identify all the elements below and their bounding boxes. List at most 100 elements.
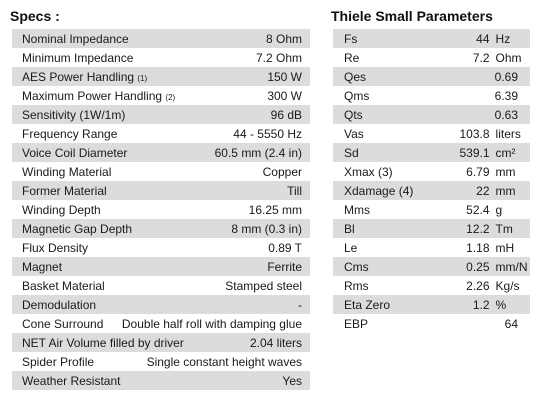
spec-row: Winding Depth 16.25 mm (12, 200, 310, 219)
spec-label: Spider Profile (12, 355, 147, 369)
spec-row: Former Material Till (12, 181, 310, 200)
ts-row: Bl 12.2 Tm (333, 219, 530, 238)
spec-label: Flux Density (12, 241, 268, 255)
spec-value: 44 - 5550 Hz (233, 126, 302, 141)
spec-label-text: Cone Surround (22, 316, 104, 331)
spec-value: Double half roll with damping glue (121, 316, 302, 331)
spec-value: - (298, 297, 302, 312)
spec-value: 0.89 T (268, 240, 302, 255)
ts-value: 1.2 (472, 297, 490, 312)
ts-value: 6.79 (466, 164, 490, 179)
ts-unit: mm (495, 164, 516, 179)
ts-label: Re (344, 50, 360, 65)
ts-row: Mms 52.4 g (333, 200, 530, 219)
specs-table: Nominal Impedance 8 Ohm Minimum Impedance 7… (12, 29, 310, 390)
spec-value: 8 mm (0.3 in) (231, 221, 302, 236)
spec-row: Demodulation - (12, 295, 310, 314)
ts-label: Bl (344, 221, 355, 236)
ts-row: Sd 539.1 cm² (333, 143, 530, 162)
spec-label-text: Winding Material (22, 164, 112, 179)
ts-unit: g (495, 202, 503, 217)
spec-label-text: Basket Material (22, 278, 105, 293)
ts-row: Re 7.2 Ohm (333, 48, 530, 67)
spec-value: 300 W (267, 88, 302, 103)
spec-value: 2.04 liters (249, 335, 302, 350)
spec-value: Copper (262, 164, 302, 179)
spec-label: Winding Material (12, 165, 263, 179)
ts-label: EBP (344, 316, 369, 331)
ts-row: Xdamage (4) 22 mm (333, 181, 530, 200)
ts-row: Eta Zero 1.2% (333, 295, 530, 314)
ts-label: Xdamage (4) (344, 183, 414, 198)
spec-label: Cone Surround (12, 317, 122, 331)
spec-label: Former Material (12, 184, 287, 198)
spec-row: Sensitivity (1W/1m) 96 dB (12, 105, 310, 124)
spec-row: Flux Density 0.89 T (12, 238, 310, 257)
spec-label-text: Maximum Power Handling (22, 88, 163, 103)
ts-unit: Tm (495, 221, 513, 236)
spec-label-text: Weather Resistant (22, 373, 121, 388)
spec-row: Basket Material Stamped steel (12, 276, 310, 295)
spec-label: Voice Coil Diameter (12, 146, 215, 160)
spec-footnote: (1) (137, 73, 148, 83)
ts-unit: mH (495, 240, 515, 255)
spec-row: Minimum Impedance 7.2 Ohm (12, 48, 310, 67)
spec-label: Winding Depth (12, 203, 249, 217)
spec-label: NET Air Volume filled by driver (12, 336, 250, 350)
spec-value: Till (287, 183, 302, 198)
ts-value: 539.1 (459, 145, 490, 160)
ts-row: Vas 103.8 liters (333, 124, 530, 143)
spec-value: Stamped steel (225, 278, 302, 293)
ts-value: 22 (476, 183, 490, 198)
spec-label: Magnet (12, 260, 267, 274)
spec-label: AES Power Handling (1) (12, 70, 267, 84)
spec-label: Frequency Range (12, 127, 233, 141)
specs-title: Specs : (10, 8, 60, 24)
spec-label-text: Voice Coil Diameter (22, 145, 128, 160)
spec-label-text: Minimum Impedance (22, 50, 134, 65)
ts-label: Vas (344, 126, 364, 141)
spec-row: AES Power Handling (1) 150 W (12, 67, 310, 86)
spec-label-text: Flux Density (22, 240, 89, 255)
ts-label: Fs (344, 31, 358, 46)
ts-label: Sd (344, 145, 359, 160)
spec-label-text: Sensitivity (1W/1m) (22, 107, 126, 122)
spec-label-text: Magnetic Gap Depth (22, 221, 133, 236)
spec-value: 7.2 Ohm (255, 50, 302, 65)
spec-row: Magnetic Gap Depth 8 mm (0.3 in) (12, 219, 310, 238)
ts-row: Xmax (3) 6.79 mm (333, 162, 530, 181)
spec-value: Single constant height waves (146, 354, 302, 369)
ts-label: Qms (344, 88, 370, 103)
ts-value: 52.4 (466, 202, 490, 217)
spec-label-text: Nominal Impedance (22, 31, 129, 46)
spec-label: Weather Resistant (12, 374, 282, 388)
spec-row: Nominal Impedance 8 Ohm (12, 29, 310, 48)
spec-footnote: (2) (165, 92, 176, 102)
ts-label: Rms (344, 278, 369, 293)
spec-row: Weather Resistant Yes (12, 371, 310, 390)
spec-value: 60.5 mm (2.4 in) (214, 145, 302, 160)
ts-value: 64 (504, 316, 518, 331)
ts-value: 2.26 (466, 278, 490, 293)
ts-row: Cms 0.25 mm/N (333, 257, 530, 276)
ts-unit: % (495, 297, 507, 312)
ts-value: 0.69 (494, 69, 518, 84)
ts-label: Qes (344, 69, 367, 84)
spec-row: Frequency Range 44 - 5550 Hz (12, 124, 310, 143)
spec-row: NET Air Volume filled by driver 2.04 lite… (12, 333, 310, 352)
spec-label-text: Spider Profile (22, 354, 95, 369)
ts-row: EBP 64 (333, 314, 530, 333)
ts-unit: Kg/s (495, 278, 520, 293)
spec-label: Basket Material (12, 279, 225, 293)
ts-label: Eta Zero (344, 297, 391, 312)
ts-value: 44 (476, 31, 490, 46)
ts-row: Qes 0.69 (333, 67, 530, 86)
ts-value: 12.2 (466, 221, 490, 236)
ts-unit: Hz (495, 31, 511, 46)
spec-label-text: Frequency Range (22, 126, 118, 141)
spec-value: 96 dB (270, 107, 302, 122)
spec-label-text: Former Material (22, 183, 107, 198)
spec-label: Minimum Impedance (12, 51, 256, 65)
thiele-small-title: Thiele Small Parameters (331, 8, 493, 24)
spec-label-text: NET Air Volume filled by driver (22, 335, 184, 350)
